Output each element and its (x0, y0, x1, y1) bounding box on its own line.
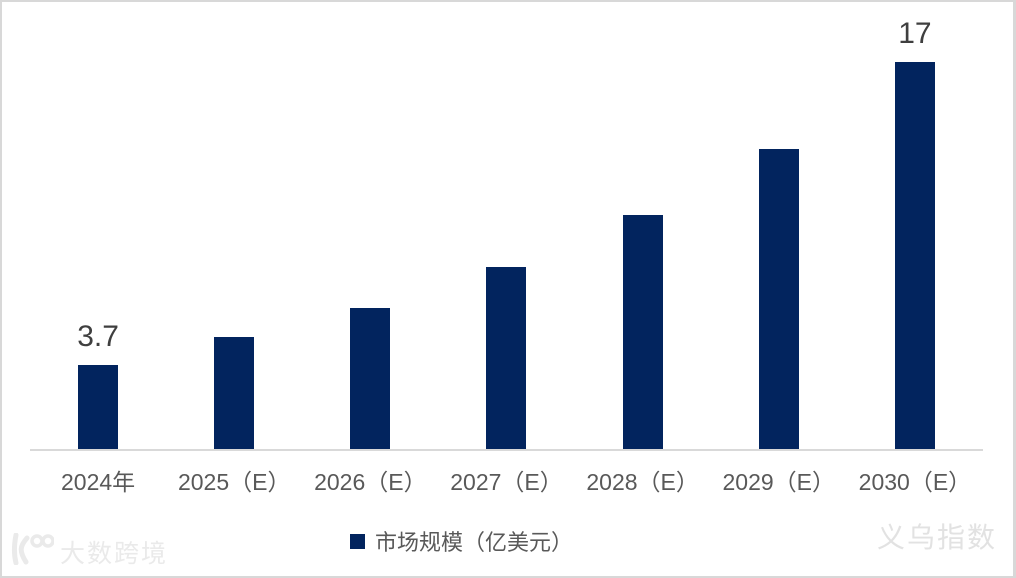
bar-2027（E） (486, 267, 527, 449)
x-tick-label: 2027（E） (450, 469, 563, 495)
x-axis-tick-labels: 2024年 2025（E） 2026（E） 2027（E） 2028（E） 2029（E）… (30, 463, 983, 497)
bar-chart-plot-area: 3.7 17 (30, 2, 983, 449)
x-tick-label: 2026（E） (314, 469, 427, 495)
data-label: 17 (898, 17, 932, 50)
bar-2029（E） (758, 149, 799, 449)
x-axis-line (30, 449, 983, 451)
x-tick-label: 2030（E） (858, 469, 972, 495)
x-tick-label: 2028（E） (586, 469, 699, 495)
watermark-dashu-text: 大数跨境 (60, 539, 169, 568)
legend: 市场规模（亿美元） (350, 525, 573, 557)
watermark-yiwu-index: 义乌指数 (876, 522, 997, 553)
x-tick-label: 2024年 (60, 469, 136, 495)
legend-swatch (350, 533, 365, 549)
bar-slot (166, 2, 302, 449)
bar-2026（E） (350, 308, 391, 449)
bar-slot (575, 2, 711, 449)
bar-2028（E） (622, 215, 663, 449)
x-tick-label: 2025（E） (177, 469, 291, 495)
bar-2030（E） (894, 62, 935, 449)
bar-2025（E） (214, 337, 255, 449)
dashu-kuajing-logo-icon (10, 532, 55, 570)
data-label: 3.7 (77, 320, 119, 353)
bar-2024年 (78, 365, 119, 449)
legend-label: 市场规模（亿美元） (375, 530, 574, 555)
bar-slot (438, 2, 574, 449)
bar-slot: 3.7 (30, 2, 166, 449)
bar-slot (302, 2, 438, 449)
bar-slot: 17 (847, 2, 983, 449)
bar-slot (711, 2, 847, 449)
x-tick-label: 2029（E） (722, 469, 836, 495)
watermark-dashu-kuajing: 大数跨境 (10, 532, 169, 570)
